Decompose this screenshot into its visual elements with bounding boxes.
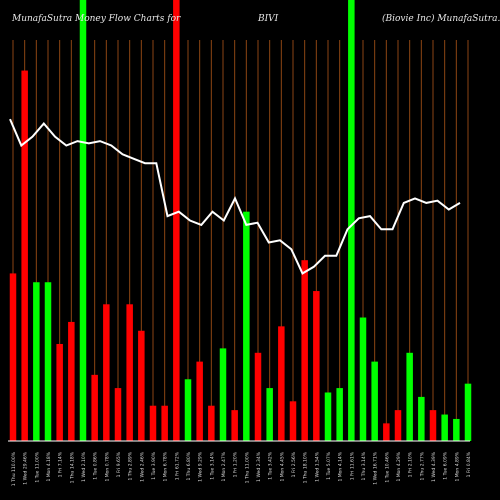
x-tick-label: 1 Wed 2.10%: [81, 451, 87, 482]
bar-38: [441, 414, 448, 441]
x-tick-label: 1 Thu 11.00%: [244, 451, 250, 483]
x-tick-label: 1 Thu 14.18%: [69, 451, 75, 483]
x-tick-label: 1 Thu 18.10%: [303, 451, 309, 483]
price-line: [9, 118, 461, 275]
bar-31: [359, 317, 367, 441]
x-tick-label: 1 Mon 4.14%: [338, 451, 344, 481]
bar-21: [243, 211, 250, 441]
x-tick-label: 1 Fri 2.56%: [291, 451, 297, 477]
x-tick-label: 1 Thu 2.77%: [419, 451, 425, 480]
x-tick-label: 1 Thu 110.00%: [11, 451, 17, 486]
bar-20: [231, 410, 238, 441]
x-tick-label: 1 Wed 2.46%: [139, 451, 145, 482]
bar-19: [219, 348, 227, 441]
header-ticker: BIVI: [258, 14, 279, 24]
x-tick-label: 1 Mon 4.29%: [396, 451, 402, 481]
bar-26: [301, 260, 308, 441]
x-tick-label: 1 Mon 4.89%: [454, 451, 460, 481]
bar-24: [278, 326, 285, 441]
bar-2: [21, 70, 28, 441]
header-company: (Biovie Inc) MunafaSutra.com: [382, 14, 500, 24]
x-tick-label: 1 Fri 2.10%: [408, 451, 414, 477]
gridlines: [12, 40, 469, 441]
x-tick-label: 1 Tue 3.14%: [209, 451, 215, 479]
x-tick-label: 1 Fri 61.72%: [174, 451, 180, 480]
x-tick-label: 1 Wed 1.54%: [314, 451, 320, 482]
bar-8: [91, 374, 98, 441]
bar-13: [149, 405, 157, 441]
bar-25: [289, 401, 297, 441]
bar-28: [324, 392, 332, 441]
bar-37: [429, 410, 437, 441]
header-site-title: MunafaSutra Money Flow Charts for: [12, 14, 181, 24]
x-tick-label: 1 Tue 3.42%: [268, 451, 274, 479]
bar-14: [161, 405, 168, 441]
bar-36: [418, 396, 425, 441]
bar-6: [68, 321, 75, 441]
bar-27: [313, 291, 320, 441]
bar-7: [79, 0, 87, 441]
x-tick-label: 1 Thu 2.89%: [128, 451, 134, 480]
bar-40: [464, 383, 472, 441]
x-tick-label: 1 Fri 7.14%: [58, 451, 64, 477]
x-tick-label: 1 Tue 0.86%: [93, 451, 99, 479]
x-tick-label: 1 Fri 9.65%: [116, 451, 122, 477]
bar-16: [184, 379, 192, 441]
x-tick-label: 1 Wed 29.46%: [23, 451, 29, 484]
money-flow-bars: [9, 0, 472, 441]
x-tick-labels: 1 Thu 110.00% 1 Wed 29.46% 1 Tue 11.00% 1 M…: [11, 451, 472, 486]
bar-10: [114, 388, 122, 441]
x-tick-label: 1 Mon 4.45%: [279, 451, 285, 481]
bar-17: [196, 361, 203, 441]
x-tick-label: 1 Wed 16.71%: [373, 451, 379, 484]
x-tick-label: 1 Tue 11.00%: [34, 451, 40, 482]
x-tick-label: 1 Tue 10.46%: [384, 451, 390, 482]
bar-39: [453, 418, 460, 441]
x-tick-label: 1 Fri 1.20%: [233, 451, 239, 477]
bar-22: [254, 352, 262, 441]
x-tick-label: 1 Tue 3.90%: [151, 451, 157, 479]
x-tick-label: 1 Fri 0.84%: [466, 451, 472, 477]
bar-12: [138, 330, 145, 441]
bar-35: [406, 352, 413, 441]
bar-5: [56, 343, 63, 441]
bar-30: [348, 0, 355, 441]
x-tick-label: 1 Mon 2.47%: [221, 451, 227, 481]
bar-18: [208, 405, 215, 441]
x-tick-label: 1 Mon 6.78%: [163, 451, 169, 481]
bar-32: [371, 361, 378, 441]
x-tick-label: 1 Mon 4.18%: [46, 451, 52, 481]
x-tick-label: 1 Mon 0.78%: [104, 451, 110, 481]
bar-3: [33, 282, 40, 441]
x-tick-label: 1 Fri 11.61%: [349, 451, 355, 480]
x-tick-label: 1 Wed 2.34%: [256, 451, 262, 482]
x-tick-label: 1 Thu 6.80%: [186, 451, 192, 480]
x-tick-label: 1 Thu 3.14%: [361, 451, 367, 480]
x-tick-label: 1 Wed 9.29%: [198, 451, 204, 482]
bar-33: [383, 423, 390, 441]
bar-23: [266, 388, 273, 441]
bar-11: [126, 304, 133, 441]
x-tick-label: 1 Wed 4.39%: [431, 451, 437, 482]
bar-9: [103, 304, 110, 441]
bar-4: [44, 282, 52, 441]
x-tick-label: 1 Tue 6.09%: [443, 451, 449, 479]
bar-1: [9, 273, 17, 441]
bar-29: [336, 388, 343, 441]
bar-15: [173, 0, 180, 441]
x-tick-label: 1 Tue 5.07%: [326, 451, 332, 479]
bar-34: [394, 410, 402, 441]
